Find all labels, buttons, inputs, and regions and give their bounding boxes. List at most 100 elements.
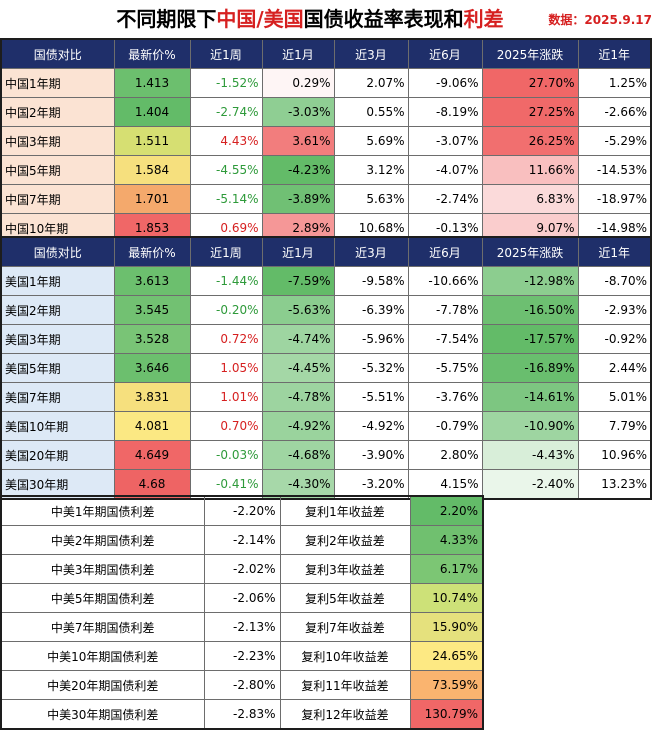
change-1y-cell: 13.23% bbox=[577, 469, 652, 500]
spread-row: 中美10年期国债利差 -2.23% 复利10年收益差 24.65% bbox=[0, 641, 484, 671]
title-highlight-spread: 利差 bbox=[463, 7, 504, 31]
bond-name-cell: 中国3年期 bbox=[0, 126, 115, 156]
bond-name-cell: 美国10年期 bbox=[0, 411, 115, 441]
change-6m-cell: -10.66% bbox=[407, 266, 483, 296]
change-1y-cell: -14.53% bbox=[577, 155, 652, 185]
change-6m-cell: 4.15% bbox=[407, 469, 483, 500]
change-3m-cell: -3.90% bbox=[333, 440, 409, 470]
change-6m-cell: -9.06% bbox=[407, 68, 483, 98]
change-1m-cell: 0.29% bbox=[261, 68, 335, 98]
change-3m-cell: -5.51% bbox=[333, 382, 409, 412]
change-1w-cell: -5.14% bbox=[189, 184, 263, 214]
change-6m-cell: -7.54% bbox=[407, 324, 483, 354]
change-3m-cell: -3.20% bbox=[333, 469, 409, 500]
column-header: 近6月 bbox=[407, 236, 483, 267]
change-3m-cell: -4.92% bbox=[333, 411, 409, 441]
compound-label-cell: 复利3年收益差 bbox=[279, 554, 411, 584]
change-3m-cell: 0.55% bbox=[333, 97, 409, 127]
change-6m-cell: -2.74% bbox=[407, 184, 483, 214]
data-date: 数据：2025.9.17 bbox=[548, 13, 652, 27]
latest-yield-cell: 1.413 bbox=[113, 68, 191, 98]
change-3m-cell: 3.12% bbox=[333, 155, 409, 185]
change-2025-cell: 6.83% bbox=[481, 184, 579, 214]
change-2025-cell: -10.90% bbox=[481, 411, 579, 441]
table-row: 美国10年期 4.081 0.70% -4.92% -4.92% -0.79% -10.90… bbox=[0, 411, 652, 441]
latest-yield-cell: 1.511 bbox=[113, 126, 191, 156]
column-header: 近1月 bbox=[261, 236, 335, 267]
latest-yield-cell: 1.701 bbox=[113, 184, 191, 214]
change-6m-cell: -8.19% bbox=[407, 97, 483, 127]
column-header: 近1月 bbox=[261, 38, 335, 69]
change-1w-cell: -1.44% bbox=[189, 266, 263, 296]
compound-label-cell: 复利12年收益差 bbox=[279, 699, 411, 730]
change-1y-cell: 1.25% bbox=[577, 68, 652, 98]
change-2025-cell: -16.89% bbox=[481, 353, 579, 383]
change-6m-cell: -7.78% bbox=[407, 295, 483, 325]
compound-value-cell: 73.59% bbox=[409, 670, 484, 700]
latest-yield-cell: 4.649 bbox=[113, 440, 191, 470]
spread-label-cell: 中美1年期国债利差 bbox=[0, 495, 205, 526]
compound-label-cell: 复利10年收益差 bbox=[279, 641, 411, 671]
compound-value-cell: 24.65% bbox=[409, 641, 484, 671]
spread-row: 中美7年期国债利差 -2.13% 复利7年收益差 15.90% bbox=[0, 612, 484, 642]
column-header: 近3月 bbox=[333, 38, 409, 69]
spread-row: 中美20年期国债利差 -2.80% 复利11年收益差 73.59% bbox=[0, 670, 484, 700]
column-header: 近6月 bbox=[407, 38, 483, 69]
change-1w-cell: -1.52% bbox=[189, 68, 263, 98]
spread-value-cell: -2.80% bbox=[203, 670, 281, 700]
column-header: 国债对比 bbox=[0, 236, 115, 267]
change-1w-cell: 0.72% bbox=[189, 324, 263, 354]
change-1w-cell: -2.74% bbox=[189, 97, 263, 127]
bond-name-cell: 中国1年期 bbox=[0, 68, 115, 98]
latest-yield-cell: 3.545 bbox=[113, 295, 191, 325]
change-1m-cell: -7.59% bbox=[261, 266, 335, 296]
table-row: 中国7年期 1.701 -5.14% -3.89% 5.63% -2.74% 6.83% -1… bbox=[0, 184, 652, 214]
change-1m-cell: -4.45% bbox=[261, 353, 335, 383]
table-row: 美国5年期 3.646 1.05% -4.45% -5.32% -5.75% -16.89%… bbox=[0, 353, 652, 383]
change-6m-cell: 2.80% bbox=[407, 440, 483, 470]
spread-value-cell: -2.06% bbox=[203, 583, 281, 613]
bond-name-cell: 美国1年期 bbox=[0, 266, 115, 296]
bond-name-cell: 美国30年期 bbox=[0, 469, 115, 500]
table-row: 美国3年期 3.528 0.72% -4.74% -5.96% -7.54% -17.57%… bbox=[0, 324, 652, 354]
change-1w-cell: 1.05% bbox=[189, 353, 263, 383]
change-1m-cell: -4.92% bbox=[261, 411, 335, 441]
change-3m-cell: -5.96% bbox=[333, 324, 409, 354]
change-1y-cell: 7.79% bbox=[577, 411, 652, 441]
compound-value-cell: 15.90% bbox=[409, 612, 484, 642]
spread-value-cell: -2.13% bbox=[203, 612, 281, 642]
table-row: 美国20年期 4.649 -0.03% -4.68% -3.90% 2.80% -4.43%… bbox=[0, 440, 652, 470]
latest-yield-cell: 1.584 bbox=[113, 155, 191, 185]
spread-value-cell: -2.23% bbox=[203, 641, 281, 671]
bond-name-cell: 美国2年期 bbox=[0, 295, 115, 325]
spread-label-cell: 中美7年期国债利差 bbox=[0, 612, 205, 642]
change-3m-cell: 5.69% bbox=[333, 126, 409, 156]
change-1y-cell: 10.96% bbox=[577, 440, 652, 470]
change-1m-cell: -3.89% bbox=[261, 184, 335, 214]
bond-name-cell: 美国5年期 bbox=[0, 353, 115, 383]
spread-row: 中美30年期国债利差 -2.83% 复利12年收益差 130.79% bbox=[0, 699, 484, 730]
column-header: 近1年 bbox=[577, 236, 652, 267]
change-2025-cell: 26.25% bbox=[481, 126, 579, 156]
change-3m-cell: 5.63% bbox=[333, 184, 409, 214]
spread-row: 中美2年期国债利差 -2.14% 复利2年收益差 4.33% bbox=[0, 525, 484, 555]
compound-label-cell: 复利5年收益差 bbox=[279, 583, 411, 613]
column-header: 最新价% bbox=[113, 236, 191, 267]
change-1w-cell: -4.55% bbox=[189, 155, 263, 185]
change-1y-cell: -0.92% bbox=[577, 324, 652, 354]
change-1y-cell: -8.70% bbox=[577, 266, 652, 296]
latest-yield-cell: 3.831 bbox=[113, 382, 191, 412]
table-row: 中国1年期 1.413 -1.52% 0.29% 2.07% -9.06% 27.70% 1.… bbox=[0, 68, 652, 98]
latest-yield-cell: 4.081 bbox=[113, 411, 191, 441]
change-1m-cell: -4.68% bbox=[261, 440, 335, 470]
us-bond-table: 国债对比 最新价% 近1周 近1月 近3月 近6月 2025年涨跌 近1年 美国1年期 3.613… bbox=[0, 236, 652, 500]
bond-name-cell: 中国2年期 bbox=[0, 97, 115, 127]
change-1w-cell: -0.03% bbox=[189, 440, 263, 470]
change-1y-cell: -18.97% bbox=[577, 184, 652, 214]
change-1m-cell: -4.78% bbox=[261, 382, 335, 412]
change-2025-cell: -17.57% bbox=[481, 324, 579, 354]
compound-value-cell: 4.33% bbox=[409, 525, 484, 555]
latest-yield-cell: 1.404 bbox=[113, 97, 191, 127]
change-1m-cell: -4.74% bbox=[261, 324, 335, 354]
table-row: 美国1年期 3.613 -1.44% -7.59% -9.58% -10.66% -12.9… bbox=[0, 266, 652, 296]
